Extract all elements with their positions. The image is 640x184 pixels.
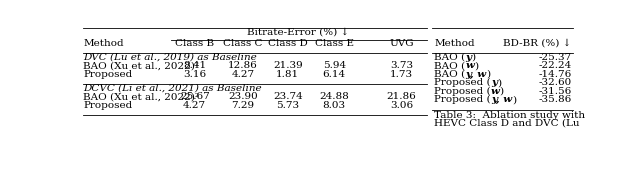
Text: DCVC (Li et al., 2021) as Baseline: DCVC (Li et al., 2021) as Baseline: [83, 84, 262, 93]
Text: 25.67: 25.67: [180, 92, 209, 101]
Text: ): ): [497, 78, 501, 87]
Text: BAO (: BAO (: [434, 70, 465, 79]
Text: Proposed (: Proposed (: [434, 95, 491, 104]
Text: 23.90: 23.90: [228, 92, 258, 101]
Text: DVC (Lu et al., 2019) as Baseline: DVC (Lu et al., 2019) as Baseline: [83, 53, 257, 62]
Text: 12.86: 12.86: [228, 61, 258, 70]
Text: Class C: Class C: [223, 39, 262, 48]
Text: 24.88: 24.88: [319, 92, 349, 101]
Text: 8.03: 8.03: [323, 100, 346, 109]
Text: -35.86: -35.86: [538, 95, 572, 104]
Text: BAO (Xu et al., 2022)²: BAO (Xu et al., 2022)²: [83, 61, 199, 70]
Text: ): ): [500, 87, 504, 96]
Text: 5.73: 5.73: [276, 100, 300, 109]
Text: BAO (: BAO (: [434, 53, 465, 62]
Text: 5.94: 5.94: [323, 61, 346, 70]
Text: ): ): [474, 61, 478, 70]
Text: 8.41: 8.41: [183, 61, 206, 70]
Text: 21.86: 21.86: [387, 92, 417, 101]
Text: 3.73: 3.73: [390, 61, 413, 70]
Text: Table 3:  Ablation study with: Table 3: Ablation study with: [434, 111, 586, 120]
Text: w: w: [465, 61, 474, 70]
Text: BAO (: BAO (: [434, 61, 465, 70]
Text: Bitrate-Error (%) ↓: Bitrate-Error (%) ↓: [247, 27, 349, 36]
Text: HEVC Class D and DVC (Lu: HEVC Class D and DVC (Lu: [434, 119, 580, 128]
Text: -31.56: -31.56: [538, 87, 572, 96]
Text: w: w: [491, 87, 500, 96]
Text: 7.29: 7.29: [231, 100, 254, 109]
Text: Proposed (: Proposed (: [434, 78, 491, 87]
Text: Proposed: Proposed: [83, 70, 132, 79]
Text: Proposed: Proposed: [83, 100, 132, 109]
Text: Method: Method: [434, 39, 475, 48]
Text: 1.73: 1.73: [390, 70, 413, 79]
Text: Class B: Class B: [175, 39, 214, 48]
Text: -14.76: -14.76: [538, 70, 572, 79]
Text: Proposed (: Proposed (: [434, 86, 491, 96]
Text: Class D: Class D: [268, 39, 308, 48]
Text: BAO (Xu et al., 2022)²: BAO (Xu et al., 2022)²: [83, 92, 199, 101]
Text: -22.24: -22.24: [538, 61, 572, 70]
Text: y: y: [465, 53, 471, 62]
Text: Class E: Class E: [315, 39, 354, 48]
Text: 23.74: 23.74: [273, 92, 303, 101]
Text: 4.27: 4.27: [231, 70, 254, 79]
Text: ): ): [486, 70, 490, 79]
Text: -32.60: -32.60: [538, 78, 572, 87]
Text: 4.27: 4.27: [183, 100, 206, 109]
Text: 3.16: 3.16: [183, 70, 206, 79]
Text: y, w: y, w: [465, 70, 486, 79]
Text: UVG: UVG: [389, 39, 414, 48]
Text: ): ): [471, 53, 476, 62]
Text: 21.39: 21.39: [273, 61, 303, 70]
Text: y, w: y, w: [491, 95, 512, 104]
Text: y: y: [491, 78, 497, 87]
Text: 1.81: 1.81: [276, 70, 300, 79]
Text: ): ): [512, 95, 516, 104]
Text: BD-BR (%) ↓: BD-BR (%) ↓: [503, 39, 572, 48]
Text: -25.37: -25.37: [538, 53, 572, 62]
Text: 6.14: 6.14: [323, 70, 346, 79]
Text: Method: Method: [83, 39, 124, 48]
Text: 3.06: 3.06: [390, 100, 413, 109]
